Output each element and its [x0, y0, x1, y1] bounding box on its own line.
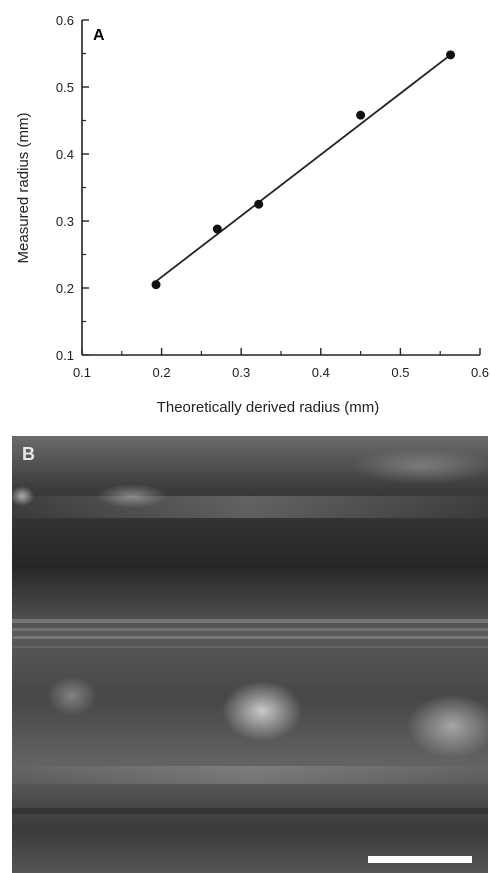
fit-line-group [155, 54, 452, 283]
y-tick-label: 0.2 [56, 281, 74, 296]
y-tick-label: 0.4 [56, 147, 74, 162]
x-axis-title: Theoretically derived radius (mm) [157, 399, 380, 416]
y-tick-label: 0.1 [56, 348, 74, 363]
scatter-plot: 0.1 0.2 0.3 0.4 0.5 0.6 0.1 0.2 0.3 0.4 0.5 0.6 A T… [15, 13, 489, 416]
y-axis-title: Measured radius (mm) [15, 113, 32, 264]
micrograph-image [12, 436, 488, 873]
panel-b-letter: B [22, 444, 35, 464]
data-point [446, 50, 456, 60]
data-point [254, 199, 264, 209]
x-tick-label: 0.4 [312, 365, 330, 380]
data-point [212, 224, 222, 234]
panel-a-letter: A [93, 27, 105, 44]
x-tick-label: 0.2 [153, 365, 171, 380]
scale-bar [368, 856, 472, 863]
axes [81, 20, 480, 356]
panel-a-chart: 0.1 0.2 0.3 0.4 0.5 0.6 0.1 0.2 0.3 0.4 0.5 0.6 A T… [0, 0, 490, 430]
ticks: 0.1 0.2 0.3 0.4 0.5 0.6 0.1 0.2 0.3 0.4 0.5 0.6 [56, 13, 489, 380]
x-tick-label: 0.5 [391, 365, 409, 380]
data-point [151, 280, 161, 290]
y-tick-label: 0.5 [56, 80, 74, 95]
panel-b-micrograph: B [12, 436, 488, 873]
y-tick-label: 0.3 [56, 214, 74, 229]
fit-line [155, 54, 452, 283]
x-tick-label: 0.1 [73, 365, 91, 380]
y-tick-label: 0.6 [56, 13, 74, 28]
data-points [151, 50, 456, 290]
x-tick-label: 0.6 [471, 365, 489, 380]
x-tick-label: 0.3 [232, 365, 250, 380]
data-point [356, 110, 366, 120]
